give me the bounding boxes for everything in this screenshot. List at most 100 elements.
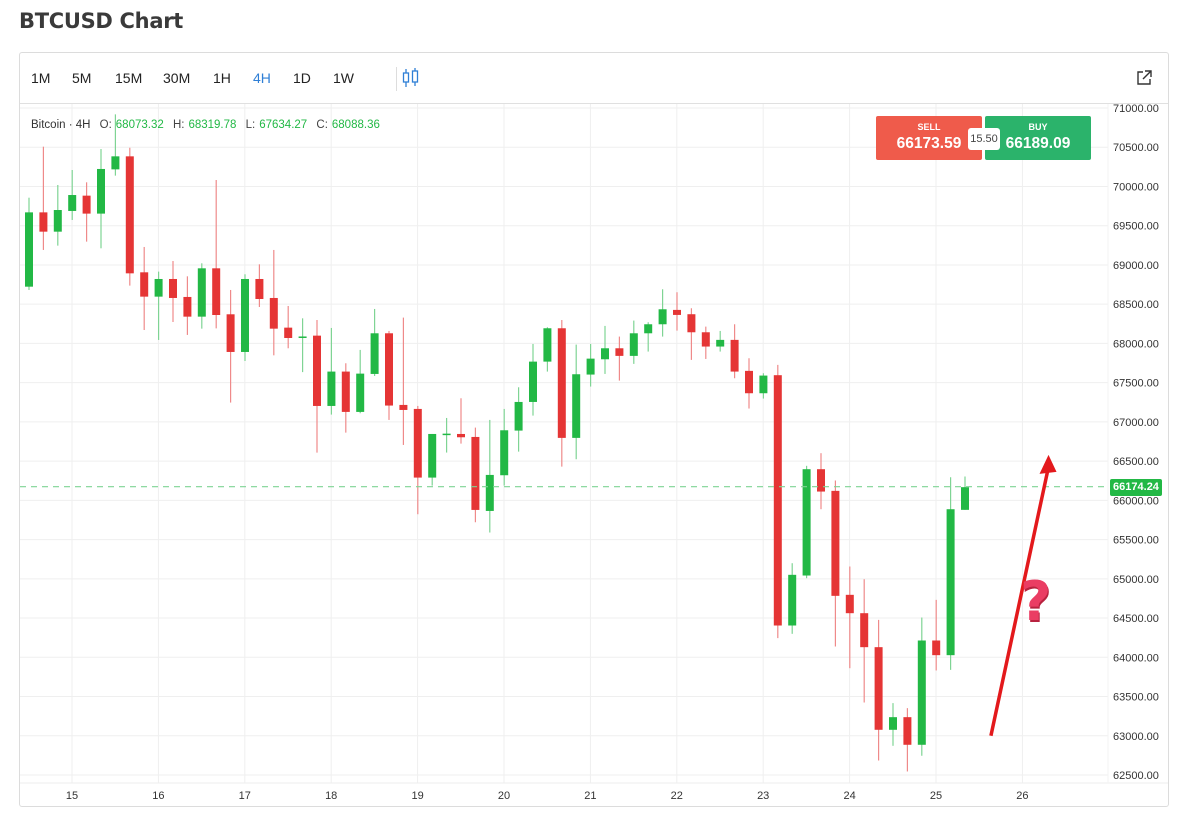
candle-down [39, 212, 48, 232]
legend-open: 68073.32 [115, 119, 164, 131]
timeframe-5m[interactable]: 5M [72, 70, 92, 86]
y-tick-label: 69000.00 [1113, 260, 1159, 272]
candle-down [457, 433, 465, 438]
candle-down [845, 594, 854, 614]
timeframe-30m[interactable]: 30M [163, 70, 191, 86]
candle-down [284, 327, 293, 338]
timeframe-1m[interactable]: 1M [31, 70, 51, 86]
toolbar: 1M 5M 15M 30M 1H 4H 1D 1W [20, 53, 1168, 104]
timeframe-4h[interactable]: 4H [253, 70, 271, 86]
candle-up [442, 433, 451, 436]
candle-up [485, 474, 494, 511]
sell-button[interactable]: SELL 66173.59 [876, 116, 982, 160]
candle-down [701, 332, 710, 347]
candle-up [197, 268, 206, 317]
y-tick-label: 67000.00 [1113, 417, 1159, 429]
legend-low-label: L: [245, 119, 256, 131]
sell-price: 66173.59 [896, 135, 962, 152]
x-tick-label: 18 [325, 790, 337, 802]
candle-up [298, 336, 307, 338]
x-tick-label: 24 [843, 790, 855, 802]
candle-up [644, 324, 653, 334]
y-tick-label: 64000.00 [1113, 652, 1159, 664]
y-tick-label: 68000.00 [1113, 338, 1159, 350]
candle-up [25, 212, 33, 287]
buy-label: BUY [1028, 122, 1048, 132]
candle-down [82, 195, 91, 214]
x-tick-label: 21 [584, 790, 596, 802]
page-title: BTCUSD Chart [19, 9, 183, 33]
legend-symbol: Bitcoin · 4H [31, 119, 91, 131]
candle-down [125, 156, 134, 274]
ohlc-legend: Bitcoin · 4H O: 68073.32 H: 68319.78 L: 676… [31, 119, 380, 131]
spread-badge: 15.50 [968, 128, 1000, 150]
x-tick-label: 26 [1016, 790, 1028, 802]
candle-up [889, 717, 897, 730]
annotation-arrow [989, 466, 1051, 737]
toolbar-divider [396, 67, 397, 91]
candle-down [399, 404, 408, 410]
candle-down [226, 314, 235, 352]
candle-up [586, 358, 595, 375]
timeframe-1d[interactable]: 1D [293, 70, 311, 86]
y-tick-label: 68500.00 [1113, 299, 1159, 311]
candle-up [514, 401, 523, 431]
candle-down [673, 309, 681, 315]
candle-up [917, 640, 926, 745]
candle-up [802, 469, 811, 576]
sell-label: SELL [917, 122, 941, 132]
legend-high-label: H: [172, 119, 185, 131]
candle-up [97, 168, 105, 214]
buy-button[interactable]: BUY 66189.09 [985, 116, 1091, 160]
x-tick-label: 16 [152, 790, 164, 802]
y-tick-label: 69500.00 [1113, 221, 1159, 233]
candle-down [860, 613, 869, 648]
candle-up [658, 309, 667, 325]
candle-up [572, 374, 581, 438]
candle-down [183, 296, 192, 317]
candle-up [327, 371, 336, 406]
timeframe-1h[interactable]: 1H [213, 70, 231, 86]
legend-open-label: O: [99, 119, 112, 131]
x-tick-label: 17 [239, 790, 251, 802]
candle-up [961, 487, 969, 510]
candle-down [385, 333, 393, 406]
candle-up [946, 509, 955, 656]
x-tick-label: 20 [498, 790, 510, 802]
candle-down [874, 647, 883, 730]
candle-up [601, 348, 609, 360]
candlestick-icon[interactable] [400, 67, 422, 89]
buy-price: 66189.09 [1005, 135, 1071, 152]
external-link-icon[interactable] [1135, 69, 1153, 87]
candle-down [471, 436, 480, 510]
x-tick-label: 19 [411, 790, 423, 802]
y-tick-label: 63000.00 [1113, 731, 1159, 743]
candle-up [543, 328, 552, 362]
candle-down [341, 371, 350, 412]
timeframe-15m[interactable]: 15M [115, 70, 143, 86]
candle-up [716, 339, 725, 347]
legend-low: 67634.27 [259, 119, 308, 131]
candle-down [169, 278, 177, 298]
y-tick-label: 65000.00 [1113, 574, 1159, 586]
candle-down [831, 490, 840, 596]
candle-up [68, 195, 77, 211]
candle-up [629, 333, 638, 356]
y-tick-label: 67500.00 [1113, 378, 1159, 390]
legend-close: 68088.36 [331, 119, 380, 131]
x-tick-label: 25 [930, 790, 942, 802]
candle-down [817, 469, 825, 492]
legend-high: 68319.78 [188, 119, 237, 131]
candle-down [269, 297, 278, 329]
candle-up [53, 210, 62, 232]
candle-up [788, 574, 797, 626]
y-tick-label: 63500.00 [1113, 692, 1159, 704]
arrow-head-icon [1039, 454, 1057, 474]
x-tick-label: 23 [757, 790, 769, 802]
y-tick-label: 62500.00 [1113, 770, 1159, 782]
candle-down [557, 328, 566, 438]
timeframe-1w[interactable]: 1W [333, 70, 354, 86]
candle-down [212, 268, 221, 316]
candle-up [356, 373, 365, 412]
